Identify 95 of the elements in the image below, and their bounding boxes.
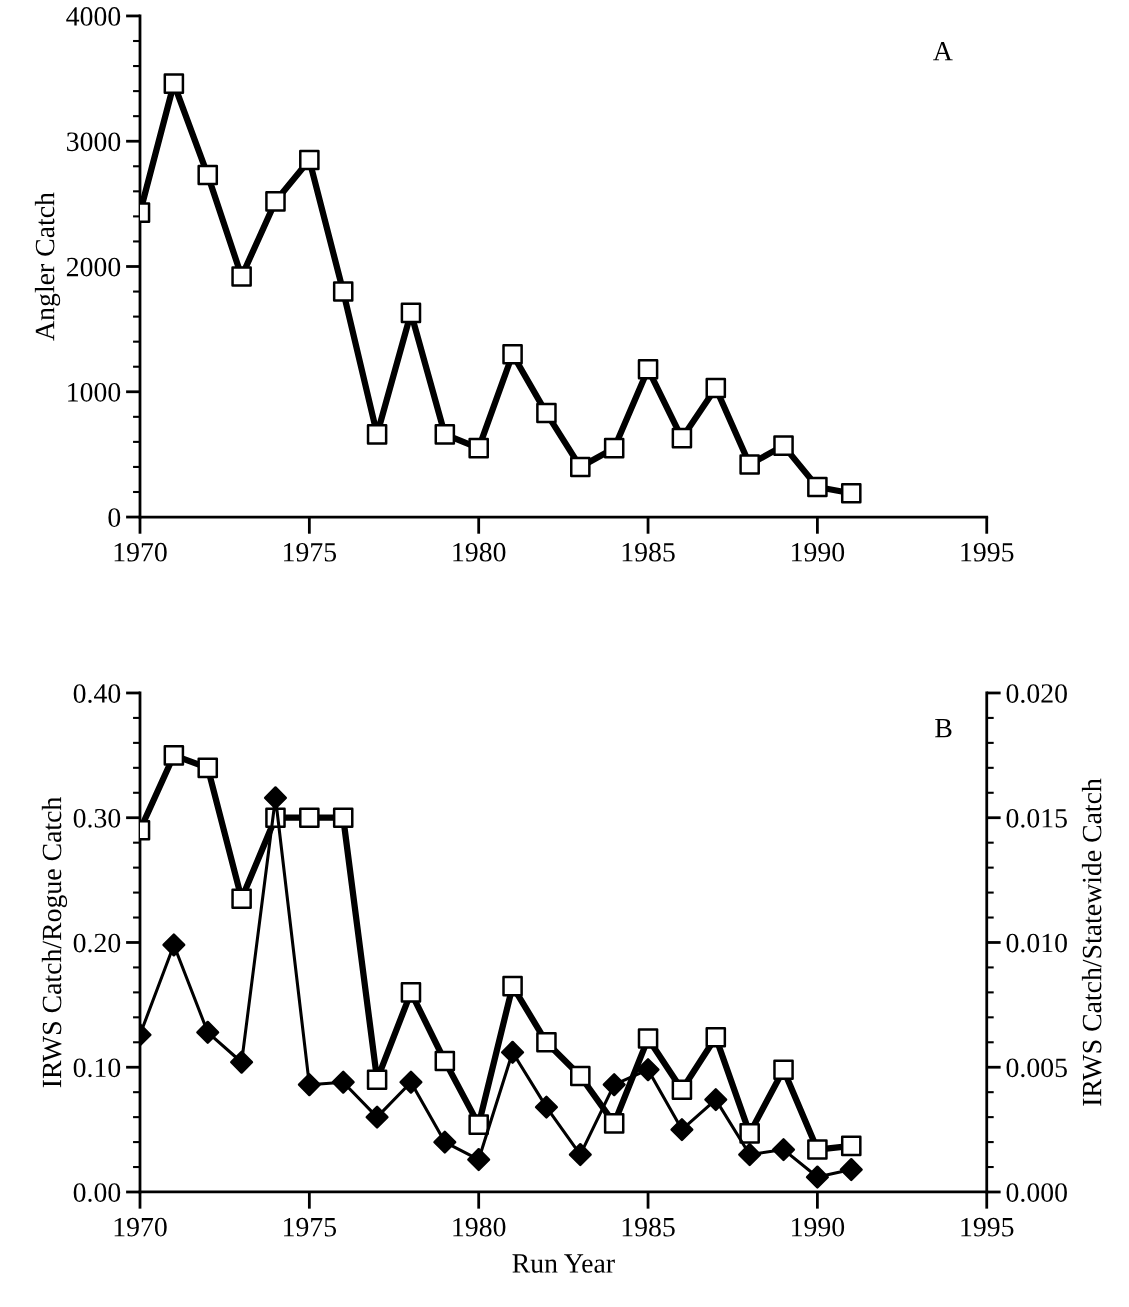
point — [840, 482, 862, 504]
y-tick-label: 0 — [108, 508, 121, 527]
point — [400, 982, 422, 1003]
point — [705, 377, 727, 399]
point — [332, 807, 354, 829]
point — [400, 302, 422, 324]
x-tick-label: 1985 — [622, 1217, 675, 1237]
point — [365, 1105, 389, 1129]
y-tick-label: 0.00 — [73, 1183, 121, 1203]
point — [332, 281, 354, 302]
x-tick-label: 1970 — [114, 542, 167, 562]
point — [807, 1139, 828, 1160]
point — [197, 164, 219, 186]
point — [807, 476, 828, 498]
y-tick-label: 0.20 — [73, 933, 121, 953]
point — [468, 1114, 489, 1135]
x-tick-label: 1990 — [792, 1217, 845, 1237]
point — [434, 1050, 456, 1072]
point — [501, 1040, 525, 1064]
point — [602, 1073, 626, 1097]
point — [738, 1143, 762, 1167]
y2-tick-label: 0.000 — [1006, 1183, 1067, 1203]
point — [467, 1148, 491, 1172]
point — [299, 149, 320, 171]
y2-tick-label: 0.020 — [1006, 684, 1067, 703]
y-tick-label: 0.40 — [73, 684, 121, 703]
y2-tick-label: 0.015 — [1006, 808, 1067, 828]
point — [771, 1138, 796, 1162]
point — [231, 266, 252, 287]
point — [671, 1079, 693, 1100]
point — [603, 437, 625, 459]
point — [263, 786, 288, 810]
x-tick-label: 1985 — [622, 542, 675, 562]
point — [163, 73, 185, 94]
point — [231, 888, 252, 910]
x-tick-label: 1995 — [961, 542, 1014, 562]
point — [366, 424, 388, 445]
y2-axis-title: IRWS Catch/Statewide Catch — [1081, 778, 1102, 1106]
point — [196, 1020, 220, 1044]
point — [603, 1113, 625, 1134]
point — [331, 1070, 355, 1094]
point — [839, 1157, 863, 1182]
x-tick-label: 1980 — [453, 542, 506, 562]
point — [568, 1143, 592, 1167]
point — [299, 807, 320, 829]
point — [366, 1069, 388, 1091]
x-tick-label: 1980 — [453, 1217, 506, 1237]
x-tick-label: 1995 — [961, 1217, 1014, 1237]
point — [671, 427, 693, 449]
y-axis-title: IRWS Catch/Rogue Catch — [41, 797, 68, 1088]
point — [197, 757, 219, 779]
point — [636, 1058, 660, 1082]
y2-tick-label: 0.005 — [1006, 1058, 1067, 1078]
x-tick-label: 1975 — [284, 542, 337, 562]
point — [162, 933, 186, 957]
point — [637, 1028, 659, 1049]
point — [739, 1123, 760, 1144]
annotation: B — [935, 719, 952, 738]
point — [433, 1130, 457, 1154]
x-axis-title: Run Year — [512, 1254, 615, 1273]
point — [670, 1118, 694, 1142]
x-tick-label: 1990 — [792, 542, 845, 562]
point — [840, 1135, 862, 1157]
point — [230, 1050, 254, 1074]
point — [265, 191, 286, 212]
point — [434, 424, 456, 445]
y-tick-label: 1000 — [68, 382, 121, 402]
y2-tick-label: 0.010 — [1006, 933, 1067, 953]
point — [773, 1059, 794, 1081]
point — [163, 745, 185, 766]
point — [805, 1165, 829, 1189]
point — [705, 1026, 727, 1048]
point — [536, 402, 557, 424]
y-tick-label: 2000 — [66, 257, 121, 277]
x-tick-label: 1970 — [114, 1217, 167, 1237]
annotation: A — [933, 41, 953, 61]
y-axis-title: Angler Catch — [34, 192, 61, 341]
point — [399, 1070, 423, 1094]
y-tick-label: 4000 — [66, 7, 121, 26]
y-tick-label: 0.10 — [73, 1058, 121, 1078]
point — [536, 1031, 557, 1053]
point — [773, 435, 794, 456]
point — [534, 1095, 558, 1119]
point — [570, 456, 591, 478]
y-tick-label: 3000 — [67, 132, 121, 152]
point — [297, 1073, 321, 1097]
point — [502, 975, 523, 997]
x-tick-label: 1975 — [284, 1217, 337, 1237]
point — [704, 1088, 728, 1112]
y-tick-label: 0.30 — [73, 808, 121, 828]
point — [637, 358, 659, 380]
point — [502, 343, 523, 365]
point — [468, 437, 489, 459]
point — [739, 454, 760, 475]
point — [570, 1065, 591, 1087]
